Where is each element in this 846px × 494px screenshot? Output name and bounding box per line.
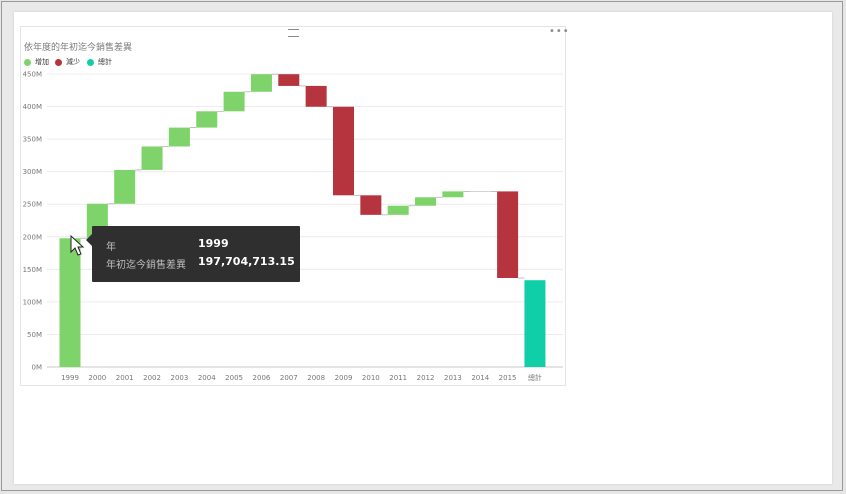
x-tick-label: 2008	[307, 374, 325, 382]
y-tick-label: 0M	[32, 364, 43, 372]
tooltip-value-year: 1999	[198, 237, 229, 250]
waterfall-bar-2004[interactable]	[196, 111, 218, 128]
x-tick-label: 2013	[444, 374, 462, 382]
x-tick-label: 2015	[499, 374, 517, 382]
x-tick-label: 2011	[389, 374, 407, 382]
x-tick-label: 2014	[471, 374, 489, 382]
y-tick-label: 50M	[27, 331, 42, 339]
tooltip-label-year: 年	[106, 242, 116, 253]
x-tick-label: 2003	[170, 374, 188, 382]
legend-label-increase: 增加	[35, 58, 49, 66]
waterfall-bar-2009[interactable]	[333, 106, 354, 196]
tooltip-label-variance: 年初迄今銷售差異	[106, 260, 186, 271]
y-tick-label: 450M	[23, 71, 42, 79]
x-tick-label: 2006	[253, 374, 271, 382]
waterfall-bar-2014[interactable]	[469, 190, 491, 192]
more-options-icon[interactable]: •••	[549, 26, 570, 37]
mouse-cursor-icon	[70, 235, 85, 256]
chart-title: 依年度的年初迄今銷售差異	[24, 43, 133, 53]
waterfall-bar-2010[interactable]	[360, 195, 382, 215]
y-tick-label: 300M	[23, 168, 42, 176]
waterfall-bar-2003[interactable]	[168, 127, 190, 147]
waterfall-bar-2007[interactable]	[278, 74, 300, 86]
x-tick-label: 總計	[528, 373, 542, 382]
waterfall-bar-2001[interactable]	[114, 169, 136, 204]
y-tick-label: 250M	[23, 201, 42, 209]
waterfall-bar-2011[interactable]	[387, 205, 409, 215]
x-tick-label: 2001	[116, 374, 134, 382]
legend-label-decrease: 減少	[66, 58, 80, 66]
y-tick-label: 200M	[23, 233, 42, 241]
waterfall-bar-2012[interactable]	[415, 197, 437, 206]
x-tick-label: 2009	[335, 374, 353, 382]
legend-dot-total	[87, 58, 94, 66]
x-tick-label: 2007	[280, 374, 298, 382]
waterfall-bar-總計[interactable]	[524, 280, 546, 367]
tooltip-arrow	[86, 234, 92, 246]
drag-handle-icon[interactable]	[288, 29, 299, 37]
x-tick-label: 2010	[362, 374, 380, 382]
legend-dot-decrease	[55, 58, 62, 66]
waterfall-bar-1999[interactable]	[59, 238, 81, 367]
tooltip: 年 1999 年初迄今銷售差異 197,704,713.15	[86, 226, 300, 282]
x-tick-label: 1999	[61, 374, 79, 382]
legend-label-total: 總計	[98, 58, 112, 66]
waterfall-visual[interactable]	[20, 26, 566, 386]
x-tick-label: 2012	[417, 374, 435, 382]
x-tick-label: 2002	[143, 374, 161, 382]
tooltip-value-variance: 197,704,713.15	[198, 255, 295, 268]
y-tick-label: 150M	[23, 266, 42, 274]
waterfall-bar-2008[interactable]	[305, 85, 327, 107]
legend-item-increase[interactable]: 增加	[24, 56, 49, 68]
waterfall-bar-2006[interactable]	[250, 74, 272, 92]
x-tick-label: 2005	[225, 374, 243, 382]
y-tick-label: 350M	[23, 136, 42, 144]
x-tick-label: 2004	[198, 374, 216, 382]
waterfall-bar-2015[interactable]	[497, 191, 519, 278]
x-tick-label: 2000	[88, 374, 106, 382]
waterfall-bar-2013[interactable]	[442, 191, 464, 198]
legend-dot-increase	[24, 58, 31, 66]
legend-item-total[interactable]: 總計	[87, 56, 112, 68]
y-tick-label: 400M	[23, 103, 42, 111]
waterfall-bar-2005[interactable]	[223, 91, 245, 112]
y-tick-label: 100M	[23, 298, 42, 306]
legend-item-decrease[interactable]: 減少	[55, 56, 80, 68]
waterfall-bar-2002[interactable]	[141, 146, 163, 170]
